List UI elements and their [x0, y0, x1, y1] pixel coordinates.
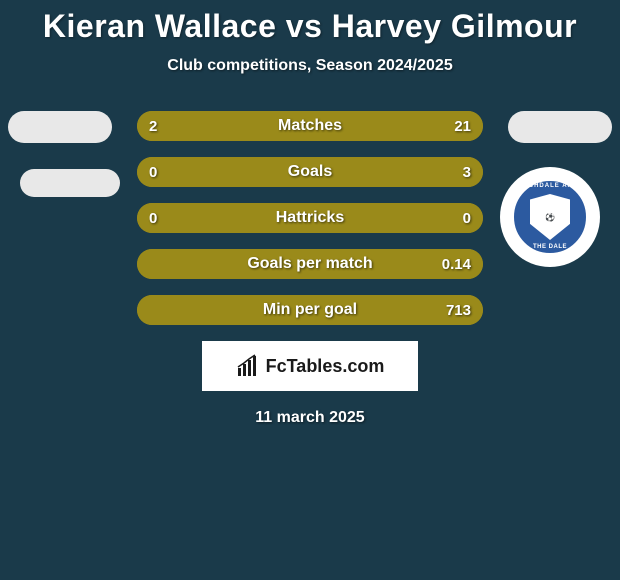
subtitle: Club competitions, Season 2024/2025 — [0, 57, 620, 75]
bar-label: Matches — [137, 111, 483, 141]
stat-bar: Goals0 3 — [137, 157, 483, 187]
crest-bottom-text: THE DALE — [533, 244, 567, 250]
stat-bar: Min per goal713 — [137, 295, 483, 325]
brand-box: FcTables.com — [202, 341, 418, 391]
crest-top-text: ROCHDALE A.F.C — [518, 183, 582, 189]
crest-shield-icon: ⚽ — [530, 194, 570, 240]
bar-value-right: 713 — [446, 295, 471, 325]
bar-value-right: 21 — [454, 111, 471, 141]
brand-text: FcTables.com — [266, 356, 385, 377]
stat-bars: Matches221Goals03Hattricks00Goals per ma… — [137, 111, 483, 325]
comparison-infographic: Kieran Wallace vs Harvey Gilmour Club co… — [0, 0, 620, 580]
bar-label: Goals per match — [137, 249, 483, 279]
page-title: Kieran Wallace vs Harvey Gilmour — [0, 8, 620, 45]
player1-club-placeholder — [20, 169, 120, 197]
stat-bar: Matches2 21 — [137, 111, 483, 141]
bar-value-left: 0 — [149, 203, 157, 233]
player2-avatar-placeholder — [508, 111, 612, 143]
club-crest: ROCHDALE A.F.C ⚽ THE DALE — [508, 175, 592, 259]
date-text: 11 march 2025 — [0, 409, 620, 427]
bar-value-right: 0.14 — [442, 249, 471, 279]
bar-label: Min per goal — [137, 295, 483, 325]
bar-value-left: 2 — [149, 111, 157, 141]
stats-area: ROCHDALE A.F.C ⚽ THE DALE Matches2 21 Goal… — [0, 111, 620, 325]
bar-label: Goals — [137, 157, 483, 187]
stat-bar: Hattricks0 0 — [137, 203, 483, 233]
bar-value-left: 0 — [149, 157, 157, 187]
player2-club-badge: ROCHDALE A.F.C ⚽ THE DALE — [500, 167, 600, 267]
bar-label: Hattricks — [137, 203, 483, 233]
stat-bar: Goals per match0.14 — [137, 249, 483, 279]
player1-avatar-placeholder — [8, 111, 112, 143]
bar-value-right: 0 — [463, 203, 471, 233]
brand-chart-icon — [236, 354, 260, 378]
bar-value-right: 3 — [463, 157, 471, 187]
